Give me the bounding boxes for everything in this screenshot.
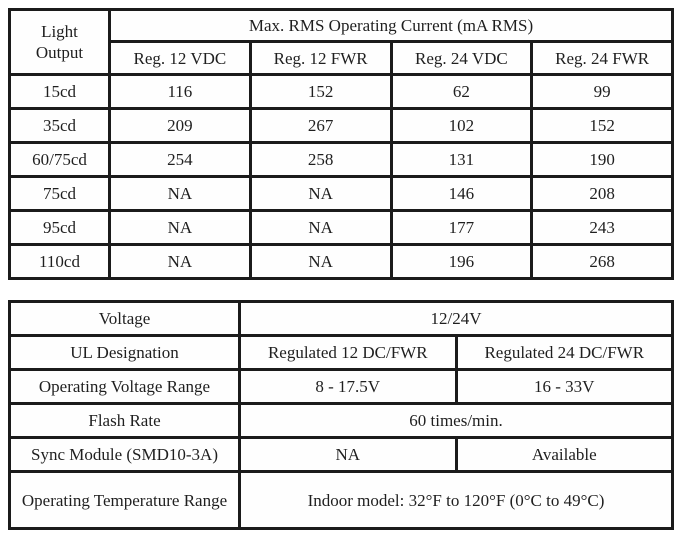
column-header-reg-12-vdc: Reg. 12 VDC: [108, 40, 252, 77]
operating-current-table: Light Output Max. RMS Operating Current …: [8, 7, 674, 281]
value-cell: 254: [108, 141, 252, 179]
value-cell: 60 times/min.: [238, 402, 674, 440]
table-row-sync-module: Sync Module (SMD10-3A) NA Available: [8, 436, 674, 474]
main-header-max-rms: Max. RMS Operating Current (mA RMS): [108, 7, 674, 44]
row-label-cell: 95cd: [8, 209, 111, 247]
value-cell: 243: [530, 209, 674, 247]
row-label-cell: 75cd: [8, 175, 111, 213]
row-label-cell: 110cd: [8, 243, 111, 281]
value-cell: 208: [530, 175, 674, 213]
value-cell: 16 - 33V: [454, 368, 674, 406]
value-cell: Regulated 12 DC/FWR: [238, 334, 458, 372]
row-label-cell: Voltage: [8, 300, 241, 338]
table-row-35cd: 35cd 209 267 102 152: [8, 107, 674, 145]
row-label-cell: 60/75cd: [8, 141, 111, 179]
value-cell: 209: [108, 107, 252, 145]
row-label-cell: Sync Module (SMD10-3A): [8, 436, 241, 474]
table-row-15cd: 15cd 116 152 62 99: [8, 73, 674, 111]
value-cell: 131: [389, 141, 534, 179]
table-row-ul-designation: UL Designation Regulated 12 DC/FWR Regul…: [8, 334, 674, 372]
table-row-voltage: Voltage 12/24V: [8, 300, 674, 338]
table-row-flash-rate: Flash Rate 60 times/min.: [8, 402, 674, 440]
column-header-reg-12-fwr: Reg. 12 FWR: [248, 40, 393, 77]
row-label-cell: 35cd: [8, 107, 111, 145]
value-cell: 268: [530, 243, 674, 281]
table-row-75cd: 75cd NA NA 146 208: [8, 175, 674, 213]
value-cell: NA: [248, 175, 393, 213]
row-label-cell: Operating Voltage Range: [8, 368, 241, 406]
row-label-cell: UL Designation: [8, 334, 241, 372]
value-cell: 190: [530, 141, 674, 179]
value-cell: Regulated 24 DC/FWR: [454, 334, 674, 372]
electrical-specs-table: Voltage 12/24V UL Designation Regulated …: [8, 300, 674, 531]
value-cell: 146: [389, 175, 534, 213]
column-header-reg-24-vdc: Reg. 24 VDC: [389, 40, 534, 77]
value-cell: Available: [454, 436, 674, 474]
corner-header-light-output: Light Output: [8, 7, 111, 77]
value-cell: 267: [248, 107, 393, 145]
value-cell: 116: [108, 73, 252, 111]
table-row-60-75cd: 60/75cd 254 258 131 190: [8, 141, 674, 179]
value-cell: 62: [389, 73, 534, 111]
row-label-cell: 15cd: [8, 73, 111, 111]
value-cell: 8 - 17.5V: [238, 368, 458, 406]
value-cell: 152: [530, 107, 674, 145]
column-header-reg-24-fwr: Reg. 24 FWR: [530, 40, 674, 77]
value-cell: NA: [248, 209, 393, 247]
value-cell: NA: [108, 209, 252, 247]
value-cell: Indoor model: 32°F to 120°F (0°C to 49°C…: [238, 470, 674, 531]
table-subheader-row: Reg. 12 VDC Reg. 12 FWR Reg. 24 VDC Reg.…: [10, 40, 674, 77]
value-cell: NA: [248, 243, 393, 281]
value-cell: 102: [389, 107, 534, 145]
value-cell: NA: [108, 243, 252, 281]
value-cell: NA: [108, 175, 252, 213]
value-cell: 196: [389, 243, 534, 281]
table-row-operating-voltage-range: Operating Voltage Range 8 - 17.5V 16 - 3…: [8, 368, 674, 406]
table-row-110cd: 110cd NA NA 196 268: [8, 243, 674, 281]
row-label-cell: Operating Temperature Range: [8, 470, 241, 531]
value-cell: 99: [530, 73, 674, 111]
table-row-operating-temperature-range: Operating Temperature Range Indoor model…: [8, 470, 674, 531]
value-cell: 258: [248, 141, 393, 179]
value-cell: NA: [238, 436, 458, 474]
value-cell: 12/24V: [238, 300, 674, 338]
value-cell: 177: [389, 209, 534, 247]
value-cell: 152: [248, 73, 393, 111]
table-row-95cd: 95cd NA NA 177 243: [8, 209, 674, 247]
row-label-cell: Flash Rate: [8, 402, 241, 440]
table-header-row: Light Output Max. RMS Operating Current …: [8, 7, 674, 77]
